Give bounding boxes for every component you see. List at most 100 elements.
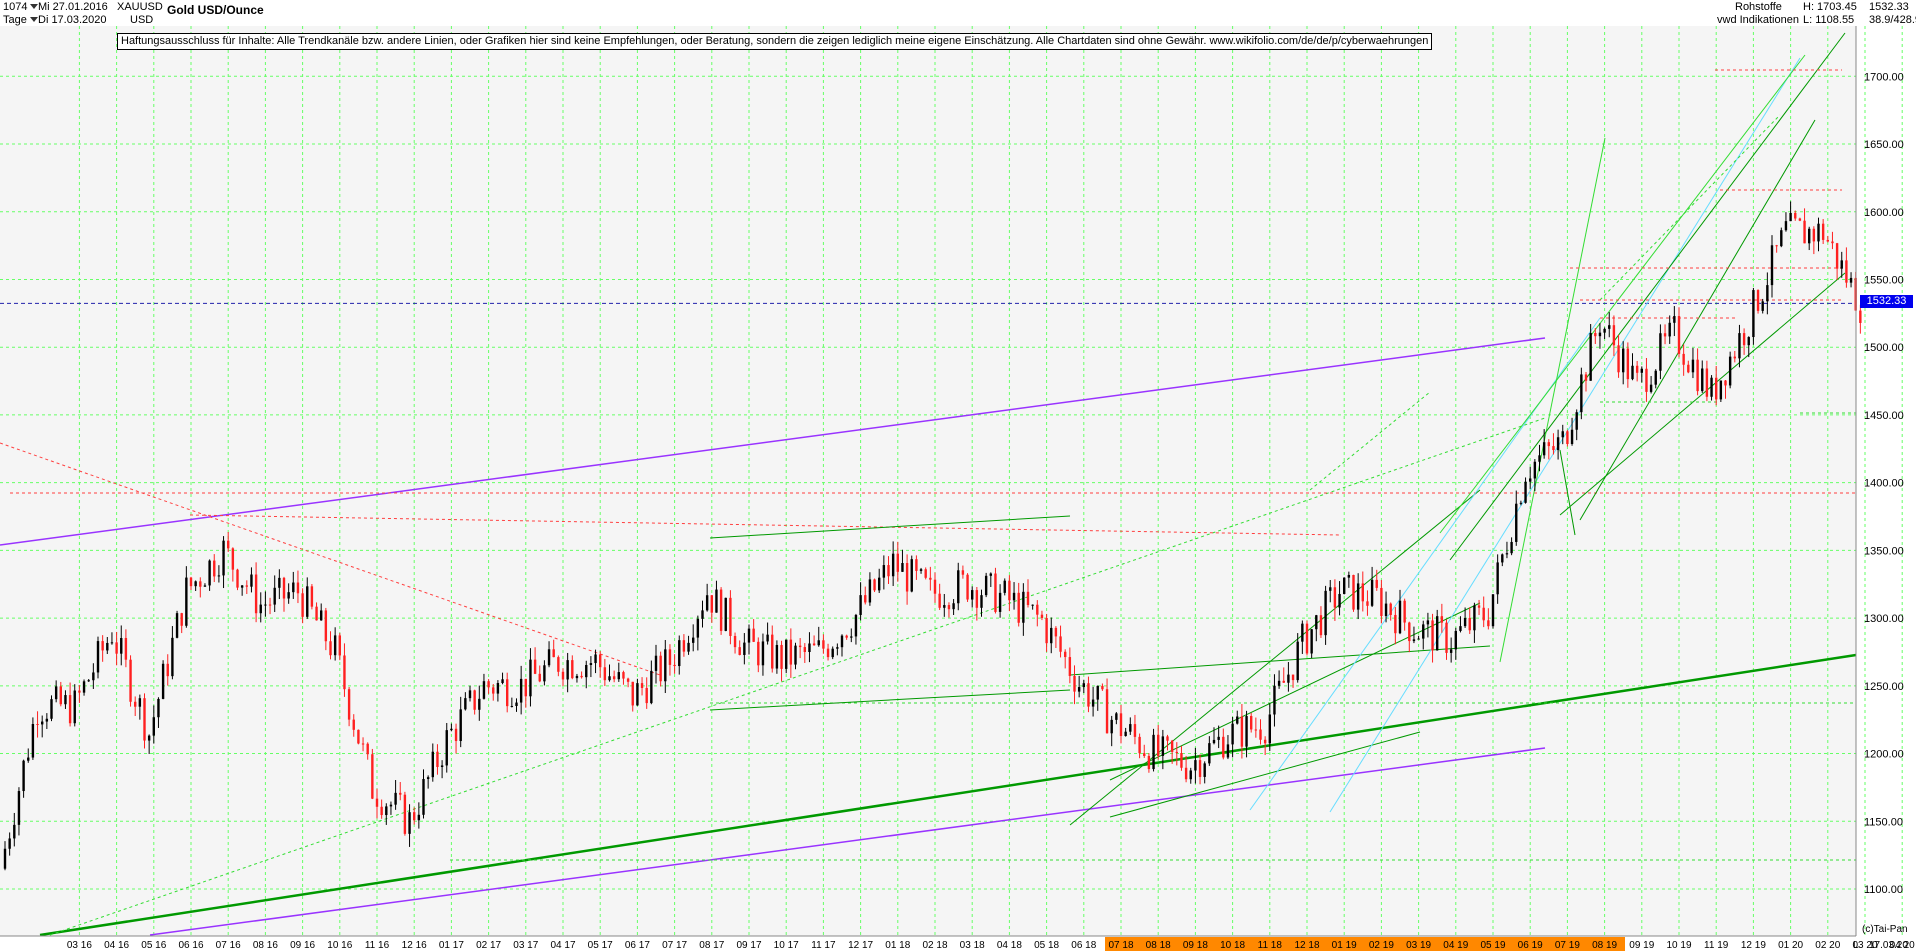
candle-body — [1668, 322, 1671, 337]
candle-body — [896, 553, 899, 572]
candle-body — [213, 560, 216, 577]
candle-body — [375, 798, 379, 807]
candle-body — [171, 637, 174, 677]
candle-body — [482, 681, 486, 699]
candle-body — [1635, 365, 1639, 373]
candle-body — [1175, 751, 1178, 754]
candle-body — [1091, 699, 1095, 707]
candle-body — [1412, 639, 1416, 642]
candle-body — [1784, 221, 1788, 231]
currency: USD — [130, 14, 154, 26]
candle-body — [729, 597, 732, 636]
x-tick-label: 09 18 — [1183, 940, 1208, 951]
candle-body — [394, 792, 397, 805]
candle-body — [915, 559, 918, 571]
x-tick-label: 11 19 — [1704, 940, 1729, 951]
x-tick-label: 12 17 — [848, 940, 873, 951]
candle-body — [1808, 228, 1811, 244]
candle-body — [17, 791, 21, 825]
candle-body — [1687, 364, 1690, 373]
trendline — [149, 747, 1546, 936]
candle-body — [1305, 623, 1309, 654]
candle-body — [110, 642, 114, 644]
candle-body — [1766, 285, 1769, 302]
candle-body — [143, 698, 146, 741]
candle-body — [245, 585, 248, 587]
period-selector[interactable]: Tage — [3, 14, 41, 27]
candle-body — [529, 659, 532, 697]
candle-body — [1570, 429, 1574, 444]
chevron-down-icon[interactable] — [30, 4, 39, 10]
candle-body — [1287, 674, 1290, 683]
candle-body — [1849, 277, 1853, 283]
x-tick-label: 06 18 — [1071, 940, 1096, 951]
candle-body — [826, 648, 830, 658]
candle-body — [1384, 603, 1388, 617]
candle-body — [1398, 600, 1402, 634]
candle-body — [515, 702, 518, 706]
candle-body — [147, 735, 151, 741]
candle-body — [747, 628, 751, 643]
candle-body — [785, 639, 788, 669]
candle-body — [654, 655, 658, 671]
candle-body — [1747, 337, 1750, 346]
candle-body — [236, 569, 239, 588]
candle-body — [1138, 736, 1141, 754]
candle-body — [41, 721, 44, 725]
candle-body — [1845, 260, 1848, 283]
candle-body — [1603, 328, 1606, 333]
candle-body — [952, 603, 955, 610]
candle-body — [622, 672, 625, 679]
candle-body — [1022, 591, 1025, 623]
y-axis: 1100.00 1150.00 1200.00 1250.00 1300.00 1350.… — [1855, 26, 1904, 936]
candle-body — [1631, 365, 1634, 380]
candle-body — [1496, 562, 1499, 595]
candle-body — [408, 812, 411, 834]
trendline — [1499, 137, 1606, 663]
candle-body — [1780, 230, 1783, 247]
candle-body — [1347, 574, 1351, 578]
candle-body — [1277, 680, 1281, 686]
candle-body — [1315, 615, 1318, 630]
candle-body — [1803, 220, 1806, 244]
x-tick-label: 07 17 — [662, 940, 687, 951]
candle-body — [250, 574, 253, 587]
x-tick-label: 06 17 — [625, 940, 650, 951]
candle-body — [324, 610, 328, 642]
end-date: Di 17.03.2020 — [38, 14, 107, 26]
high-value: H: 1703.45 — [1803, 1, 1857, 13]
candle-body — [3, 848, 7, 869]
candle-body — [240, 585, 244, 588]
candle-body — [994, 573, 997, 612]
candle-body — [971, 590, 974, 600]
candle-body — [798, 645, 802, 648]
candle-body — [524, 678, 527, 697]
candle-body — [1705, 368, 1709, 397]
candle-body — [413, 812, 416, 821]
candle-body — [431, 751, 434, 778]
candle-body — [1143, 753, 1146, 756]
candle-body — [320, 610, 323, 621]
candle-body — [92, 672, 95, 681]
y-tick-label: 1600.00 — [1864, 207, 1904, 219]
candle-body — [1482, 607, 1485, 621]
candle-body — [510, 705, 514, 707]
candle-body — [1096, 685, 1099, 700]
chevron-down-icon[interactable] — [29, 17, 38, 23]
candle-body — [812, 643, 816, 646]
candle-body — [1677, 316, 1681, 354]
x-tick-label: 05 16 — [141, 940, 166, 951]
candle-body — [645, 687, 648, 704]
bar-count[interactable]: 1074 — [3, 1, 41, 14]
candle-body — [933, 579, 937, 594]
candle-body — [185, 577, 188, 626]
candle-body — [1584, 374, 1588, 381]
candle-body — [1245, 716, 1248, 747]
trendline — [1069, 645, 1491, 676]
candle-body — [1250, 716, 1253, 730]
candle-body — [1575, 412, 1578, 430]
candle-body — [910, 559, 913, 592]
candle-body — [1017, 592, 1020, 623]
candle-body — [254, 574, 258, 614]
